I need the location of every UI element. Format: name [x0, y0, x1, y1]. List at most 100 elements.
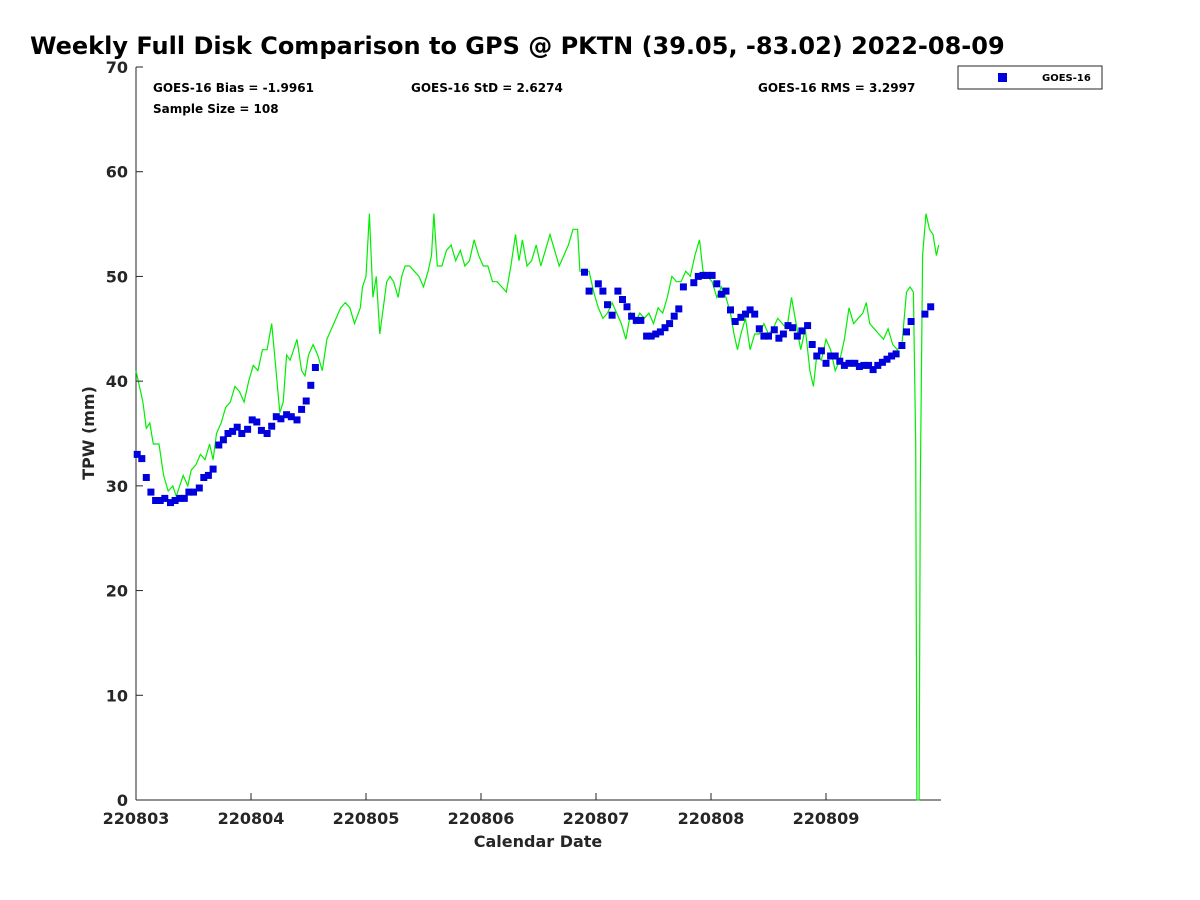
goes16-point: [760, 332, 768, 340]
goes16-point: [248, 416, 256, 424]
goes16-point: [903, 328, 910, 336]
goes16-point: [804, 322, 812, 330]
x-tick-label: 220808: [678, 809, 745, 828]
goes16-point: [581, 268, 588, 276]
rms-stat: GOES-16 RMS = 3.2997: [758, 81, 915, 95]
goes16-point: [195, 484, 203, 492]
goes16-point: [142, 474, 150, 481]
goes16-point: [851, 359, 859, 367]
sample-size-stat: Sample Size = 108: [153, 102, 279, 116]
goes16-point: [775, 334, 783, 342]
x-tick-label: 220809: [793, 809, 860, 828]
goes16-point: [855, 363, 863, 370]
goes16-point: [180, 494, 188, 502]
goes16-point: [927, 303, 935, 311]
plot-area: 0 10 20 30 40 50 60 70 220803 220804 220805 220806 2…: [103, 58, 941, 828]
goes16-point: [209, 465, 217, 473]
goes16-point: [704, 271, 711, 279]
chart-title: Weekly Full Disk Comparison to GPS @ PKT…: [30, 32, 1005, 60]
goes16-point: [628, 312, 636, 320]
goes16-point: [219, 436, 227, 444]
std-stat: GOES-16 StD = 2.6274: [411, 81, 563, 95]
goes16-point: [670, 312, 678, 320]
goes16-point: [808, 341, 816, 348]
x-tick-label: 220806: [448, 809, 515, 828]
goes16-point: [229, 427, 237, 435]
goes16-point: [789, 324, 797, 332]
legend-box: [957, 65, 1103, 90]
goes16-point: [742, 310, 749, 318]
goes16-point: [302, 397, 310, 405]
y-tick-label: 20: [106, 582, 128, 601]
x-tick-label: 220804: [218, 809, 285, 828]
goes16-point: [253, 418, 261, 426]
goes16-point: [293, 416, 301, 424]
goes16-point: [138, 455, 146, 463]
goes16-point: [268, 422, 276, 430]
goes16-point: [690, 279, 698, 287]
goes16-point: [307, 381, 315, 389]
series-layer: [133, 213, 940, 801]
goes16-point: [656, 328, 664, 336]
goes16-point: [632, 316, 640, 324]
goes16-point: [604, 301, 611, 309]
goes16-point: [283, 411, 291, 419]
goes16-point: [878, 358, 886, 366]
y-tick-label: 60: [106, 163, 128, 182]
goes16-point: [643, 332, 651, 340]
goes16-point: [921, 310, 929, 318]
goes16-point: [784, 322, 792, 330]
goes16-point: [722, 287, 730, 295]
goes16-point: [713, 280, 721, 288]
goes16-point: [263, 430, 271, 437]
goes16-point: [898, 342, 906, 349]
goes16-point: [215, 441, 223, 449]
x-tick-label: 220805: [333, 809, 400, 828]
legend-marker-goes16: [998, 73, 1007, 82]
goes16-point: [171, 497, 179, 504]
goes16-point: [840, 361, 848, 369]
y-tick-label: 70: [106, 58, 128, 77]
goes16-point: [822, 359, 830, 367]
goes16-point: [277, 415, 285, 423]
goes16-point: [694, 272, 702, 280]
goes16-point: [675, 305, 683, 313]
goes16-point: [883, 355, 891, 363]
goes16-point: [827, 352, 835, 360]
goes16-point: [185, 488, 193, 496]
goes16-point: [831, 352, 839, 360]
goes16-point: [599, 287, 607, 295]
bias-stat: GOES-16 Bias = -1.9961: [153, 81, 314, 95]
goes16-point: [813, 352, 821, 360]
goes16-point: [190, 488, 197, 496]
goes16-point: [836, 357, 844, 365]
goes16-point: [147, 488, 155, 496]
goes16-point: [594, 280, 602, 288]
goes16-point: [751, 310, 759, 318]
goes16-point: [737, 313, 745, 321]
y-axis-label: TPW (mm): [79, 386, 98, 480]
legend: GOES-16: [957, 65, 1103, 90]
goes16-point: [224, 430, 232, 437]
goes16-point: [755, 325, 763, 333]
goes16-point: [623, 303, 631, 311]
goes16-point: [679, 283, 687, 291]
goes16-point: [869, 366, 877, 374]
goes16-point: [156, 497, 164, 504]
goes16-point: [311, 364, 319, 371]
goes16-point: [257, 426, 265, 434]
goes16-point: [167, 499, 174, 507]
goes16-point: [161, 494, 169, 502]
x-axis-label: Calendar Date: [474, 832, 603, 851]
y-tick-label: 50: [106, 267, 128, 286]
goes16-point: [233, 423, 241, 431]
legend-label-goes16: GOES-16: [1042, 73, 1091, 84]
goes16-point: [907, 318, 915, 325]
goes16-point: [770, 326, 778, 334]
goes16-point: [746, 306, 754, 314]
goes16-point: [731, 318, 739, 325]
goes16-point: [204, 471, 212, 479]
goes16-point: [244, 425, 252, 433]
x-tick-label: 220803: [103, 809, 170, 828]
